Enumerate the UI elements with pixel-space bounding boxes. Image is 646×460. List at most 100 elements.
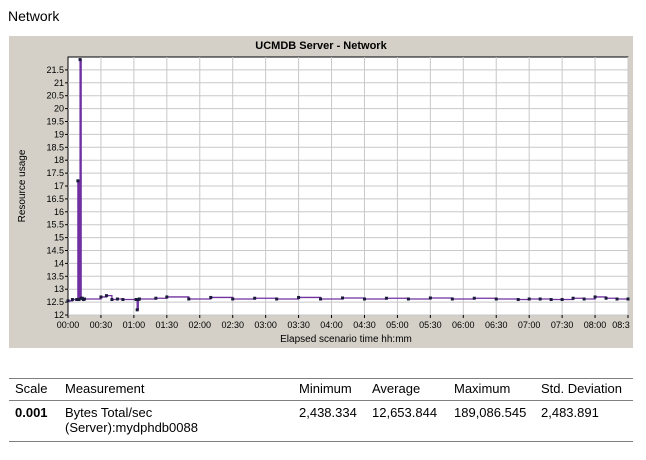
x-tick-label: 05:30 [419,320,442,330]
y-tick-label: 18 [54,155,64,165]
x-tick-label: 02:30 [221,320,244,330]
y-axis-ticks: 12 12.5 13 13.5 14 14.5 15 15.5 16 16.5 17 17.5 18 18… [46,65,68,320]
measurement-stats-table: Scale Measurement Minimum Average Maximu… [9,378,633,442]
data-point [115,297,119,301]
data-point [494,297,498,301]
x-tick-label: 00:30 [90,320,113,330]
data-point [406,297,410,301]
data-point [134,298,138,302]
series-layer [66,58,630,312]
y-tick-label: 13 [54,284,64,294]
x-tick-label: 02:00 [188,320,211,330]
data-point [297,295,301,299]
y-tick-label: 14 [54,258,64,268]
x-axis-label: Elapsed scenario time hh:mm [280,334,412,345]
cell-minimum: 2,438.334 [293,400,366,442]
column-header-scale: Scale [9,378,59,401]
column-header-maximum: Maximum [448,378,535,401]
y-tick-label: 21.5 [46,65,64,75]
x-tick-label: 04:00 [320,320,343,330]
cell-scale: 0.001 [9,400,59,442]
data-point [104,294,108,298]
column-header-std-deviation: Std. Deviation [535,378,633,401]
data-point [121,298,125,302]
data-point [384,296,388,300]
y-tick-label: 14.5 [46,246,64,256]
table-row: 0.001 Bytes Total/sec (Server):mydphdb00… [9,400,633,442]
x-tick-label: 01:30 [156,320,179,330]
y-tick-label: 13.5 [46,271,64,281]
data-point [99,295,103,299]
data-point [75,298,79,302]
data-point [341,296,345,300]
column-header-average: Average [366,378,448,401]
y-tick-label: 16.5 [46,194,64,204]
y-tick-label: 20 [54,104,64,114]
data-point [135,308,139,312]
data-point [516,298,520,302]
x-tick-label: 07:00 [518,320,541,330]
y-tick-label: 20.5 [46,91,64,101]
data-point [549,298,553,302]
data-point [187,297,191,301]
y-tick-label: 19 [54,129,64,139]
y-tick-label: 12.5 [46,297,64,307]
data-point [76,179,80,183]
y-tick-label: 15 [54,233,64,243]
x-tick-label: 03:30 [287,320,310,330]
y-axis-label: Resource usage [17,149,28,222]
y-tick-label: 17.5 [46,168,64,178]
data-point [362,297,366,301]
data-point [165,295,169,299]
data-point [472,296,476,300]
y-tick-label: 19.5 [46,117,64,127]
y-tick-label: 12 [54,310,64,320]
x-tick-label: 05:00 [386,320,409,330]
x-tick-label: 07:30 [551,320,574,330]
y-tick-label: 16 [54,207,64,217]
x-tick-label: 06:30 [485,320,508,330]
x-tick-label: 08:00 [584,320,607,330]
table-header-row: Scale Measurement Minimum Average Maximu… [9,378,633,401]
data-point [582,297,586,301]
data-point [78,58,82,62]
data-point [450,297,454,301]
cell-maximum: 189,086.545 [448,400,535,442]
chart-panel: UCMDB Server - Network 12 12.5 13 13.5 14 14.… [9,36,633,348]
data-point [626,297,630,301]
y-tick-label: 21 [54,78,64,88]
x-tick-label: 06:00 [452,320,475,330]
data-point [319,297,323,301]
y-tick-label: 15.5 [46,220,64,230]
network-chart: UCMDB Server - Network 12 12.5 13 13.5 14 14.… [17,40,630,345]
x-tick-label: 01:00 [123,320,146,330]
data-point [110,298,114,302]
y-tick-label: 18.5 [46,142,64,152]
x-tick-label: 03:00 [254,320,277,330]
data-point [253,296,257,300]
cell-measurement: Bytes Total/sec (Server):mydphdb0088 [59,400,293,442]
data-point [275,297,279,301]
data-point [571,296,575,300]
column-header-minimum: Minimum [293,378,366,401]
data-point [66,299,70,303]
data-point [70,298,74,302]
data-point [154,296,158,300]
data-point [593,295,597,299]
column-header-measurement: Measurement [59,378,293,401]
x-tick-label: 00:00 [57,320,80,330]
data-point [77,298,81,302]
data-point [615,297,619,301]
page-heading: Network [8,8,60,24]
y-tick-label: 17 [54,181,64,191]
x-tick-label: 04:30 [353,320,376,330]
cell-std-deviation: 2,483.891 [535,400,633,442]
data-point [604,296,608,300]
data-point [231,297,235,301]
cell-average: 12,653.844 [366,400,448,442]
chart-title: UCMDB Server - Network [255,40,387,52]
data-point [209,295,213,299]
data-point [428,296,432,300]
x-tick-label: 08:3 [612,320,630,330]
grid-lines [68,57,629,316]
